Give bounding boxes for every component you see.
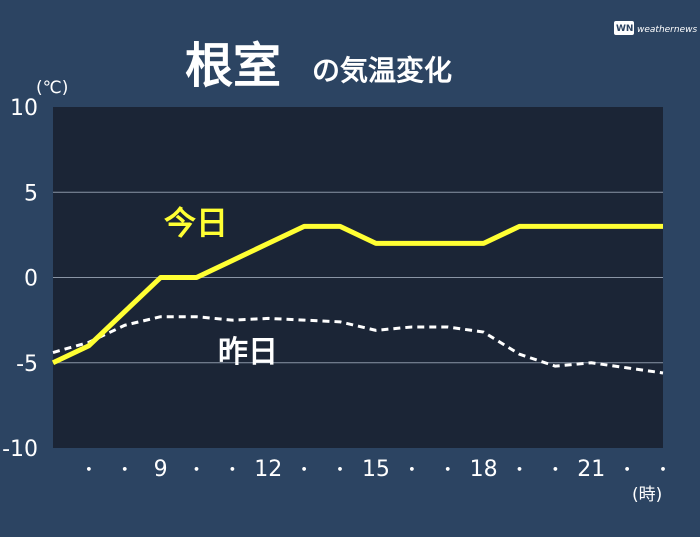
logo-badge — [614, 21, 634, 35]
x-tick-label: ・ — [295, 460, 313, 481]
x-tick-label: ・ — [654, 460, 672, 481]
series-lines — [51, 223, 664, 375]
x-tick-labels: ・・ 9 ・・ 12 ・・ 15 ・・ 18 ・・ 21 ・・ — [80, 457, 672, 482]
x-tick-label: ・ — [188, 460, 206, 481]
y-tick-label: 10 — [10, 96, 38, 121]
series-line-yesterday — [52, 315, 664, 375]
x-tick-label: 18 — [470, 457, 498, 482]
weathernews-logo: WN weathernews — [614, 21, 697, 35]
logo-text: weathernews — [637, 25, 697, 35]
series-line-today — [51, 223, 663, 366]
x-tick-label: ・ — [510, 460, 528, 481]
grid-lines — [53, 191, 663, 364]
chart-title: 根室 — [185, 38, 281, 94]
chart-subtitle: の気温変化 — [312, 54, 452, 87]
y-tick-label: 5 — [24, 181, 38, 206]
x-tick-label: 9 — [154, 457, 168, 482]
x-tick-label: ・ — [80, 460, 98, 481]
logo-mark: WN — [616, 24, 633, 34]
y-tick-label: -10 — [2, 437, 38, 462]
x-tick-label: 21 — [577, 457, 605, 482]
x-tick-label: ・ — [439, 460, 457, 481]
x-axis-unit: (時) — [632, 485, 662, 505]
y-tick-labels: 10 5 0 -5 -10 — [2, 96, 38, 462]
series-label-today: 今日 — [164, 204, 228, 242]
x-tick-label: ・ — [546, 460, 564, 481]
x-tick-label: ・ — [223, 460, 241, 481]
y-axis-unit: (℃) — [36, 78, 68, 98]
y-tick-label: -5 — [16, 352, 38, 377]
x-tick-label: ・ — [331, 460, 349, 481]
x-tick-label: 12 — [254, 457, 282, 482]
x-tick-label: ・ — [403, 460, 421, 481]
x-tick-label: ・ — [116, 460, 134, 481]
x-tick-label: ・ — [618, 460, 636, 481]
y-tick-label: 0 — [24, 267, 38, 292]
x-tick-label: 15 — [362, 457, 390, 482]
series-label-yesterday: 昨日 — [218, 335, 278, 370]
